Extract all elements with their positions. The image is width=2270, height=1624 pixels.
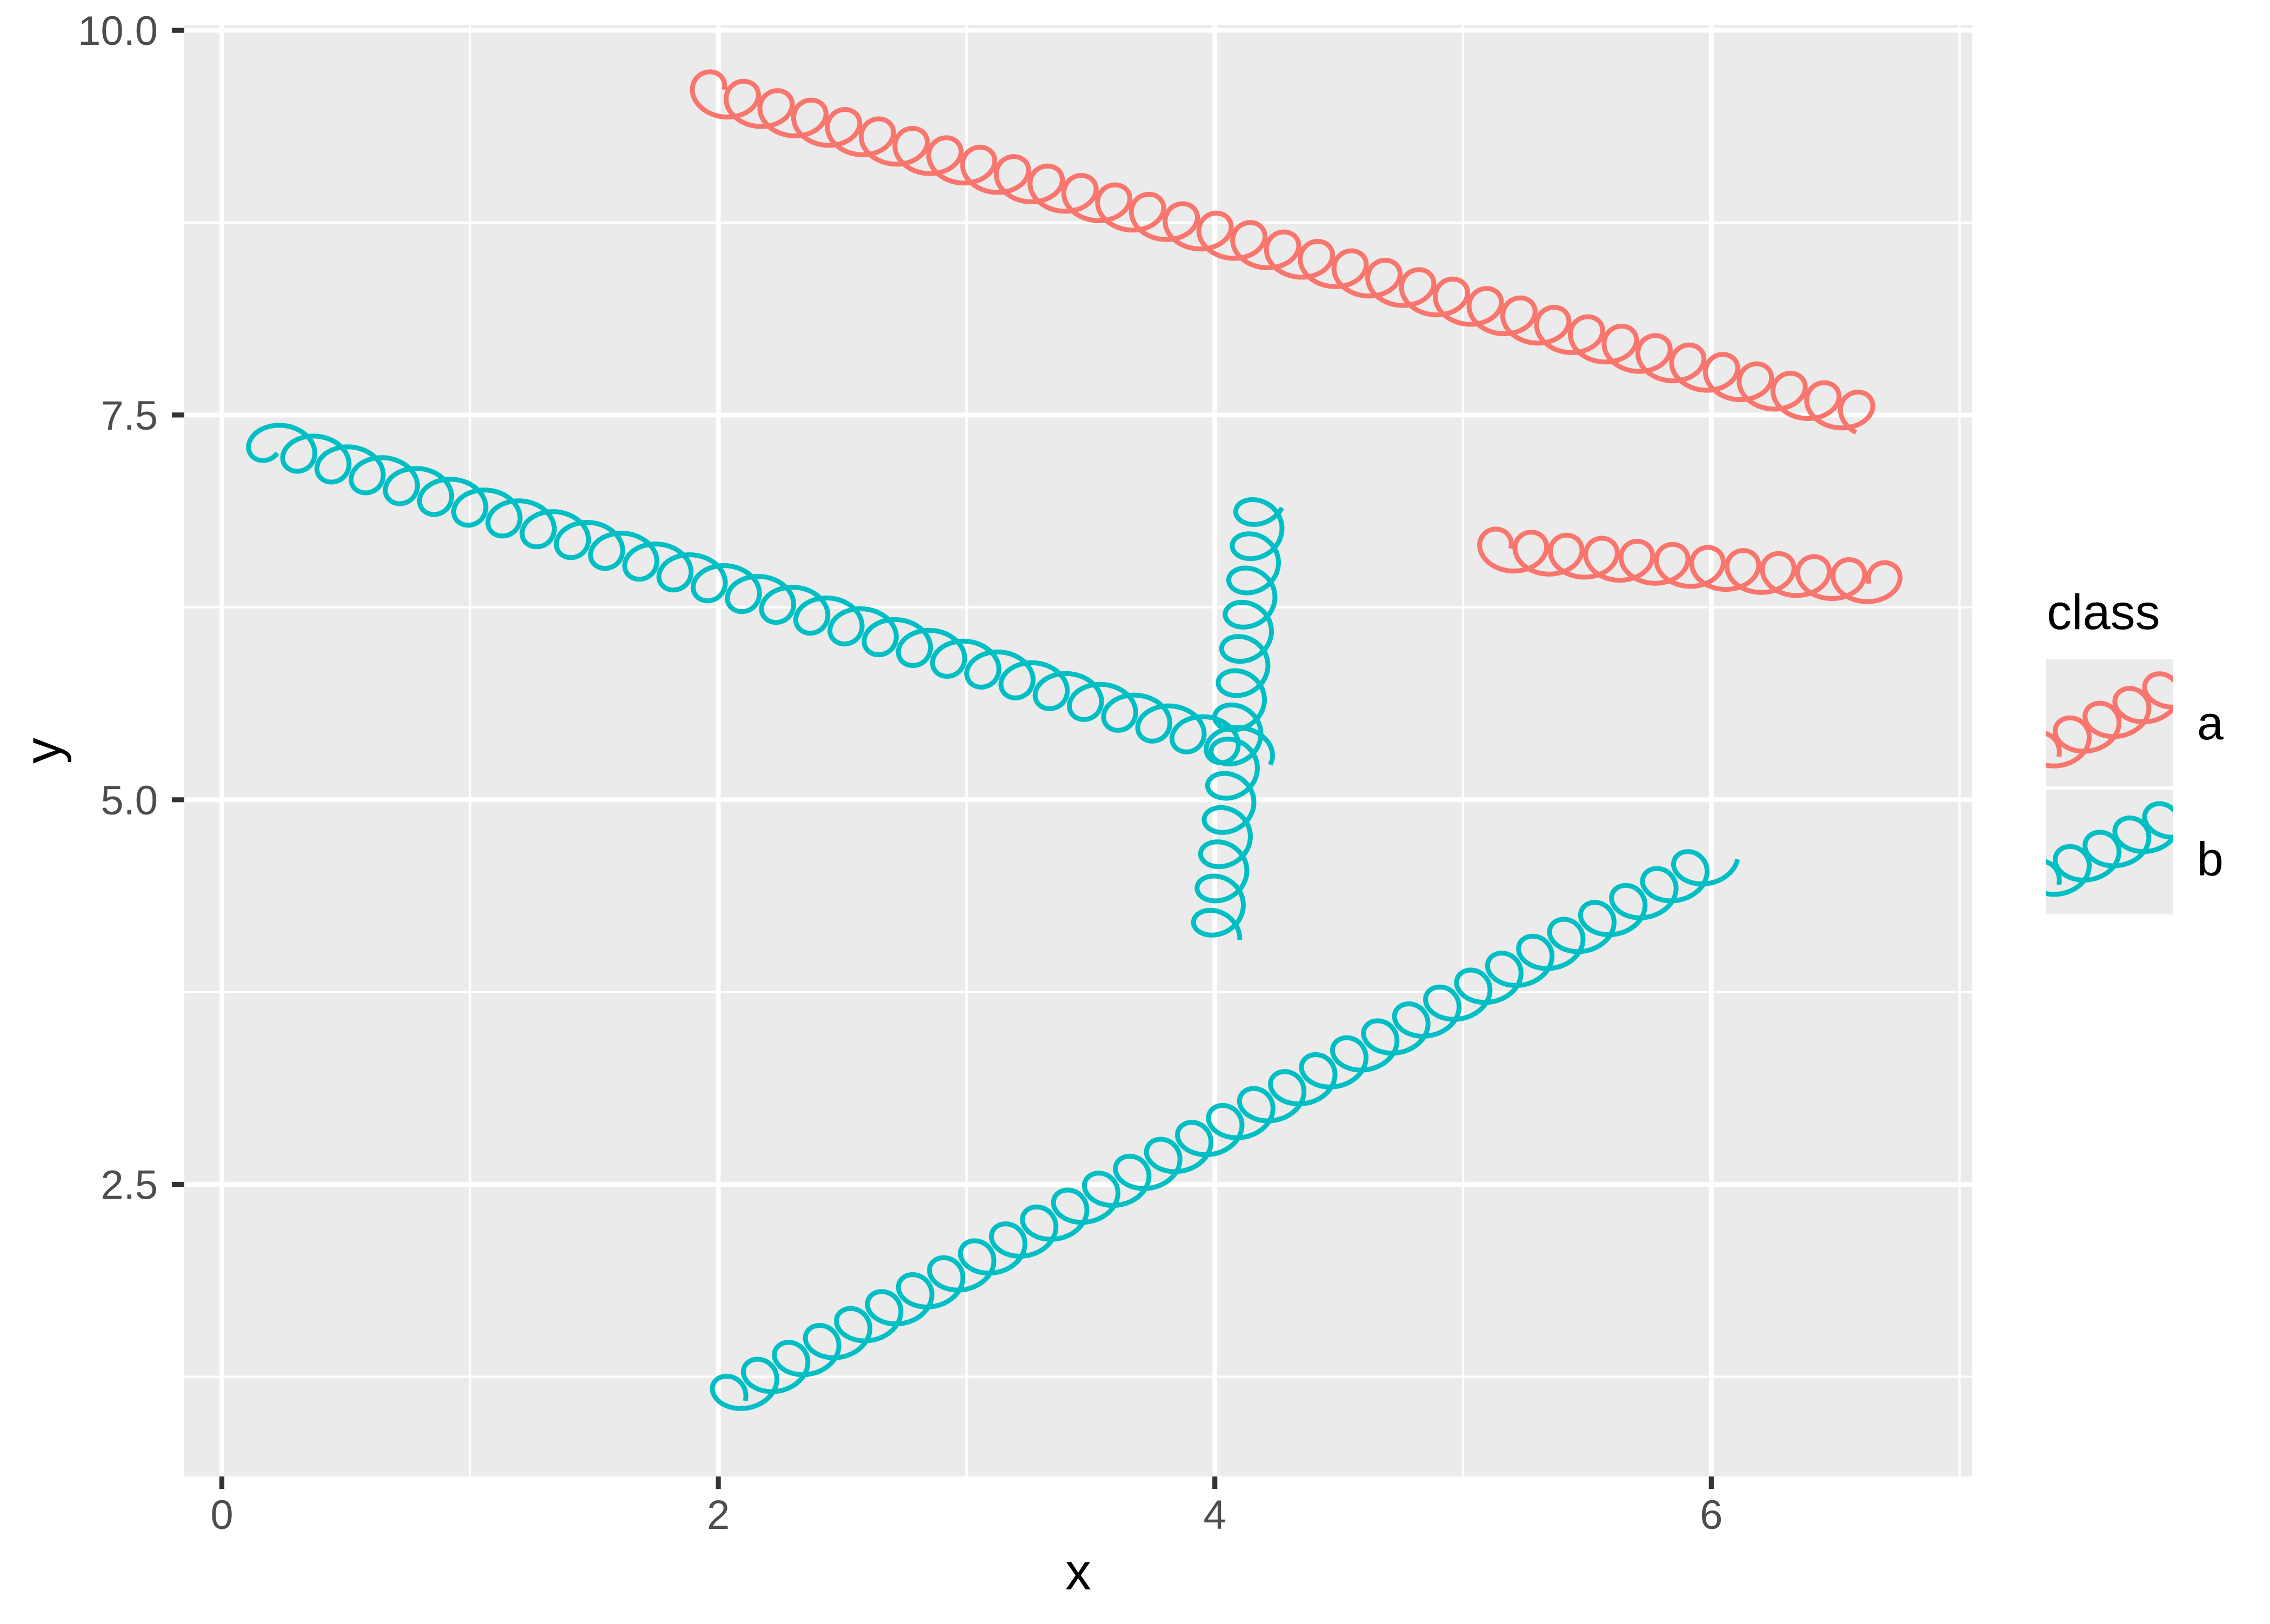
svg-text:a: a: [2197, 696, 2224, 750]
svg-text:2.5: 2.5: [101, 1162, 158, 1208]
svg-text:5.0: 5.0: [101, 778, 158, 824]
svg-text:10.0: 10.0: [78, 8, 158, 54]
svg-text:0: 0: [210, 1492, 233, 1538]
svg-text:x: x: [1065, 1543, 1091, 1601]
svg-text:class: class: [2047, 585, 2160, 640]
svg-text:7.5: 7.5: [101, 393, 158, 439]
svg-text:6: 6: [1700, 1492, 1722, 1538]
svg-text:b: b: [2197, 832, 2224, 886]
svg-text:y: y: [14, 738, 72, 764]
svg-text:4: 4: [1204, 1492, 1226, 1538]
svg-text:2: 2: [707, 1492, 730, 1538]
